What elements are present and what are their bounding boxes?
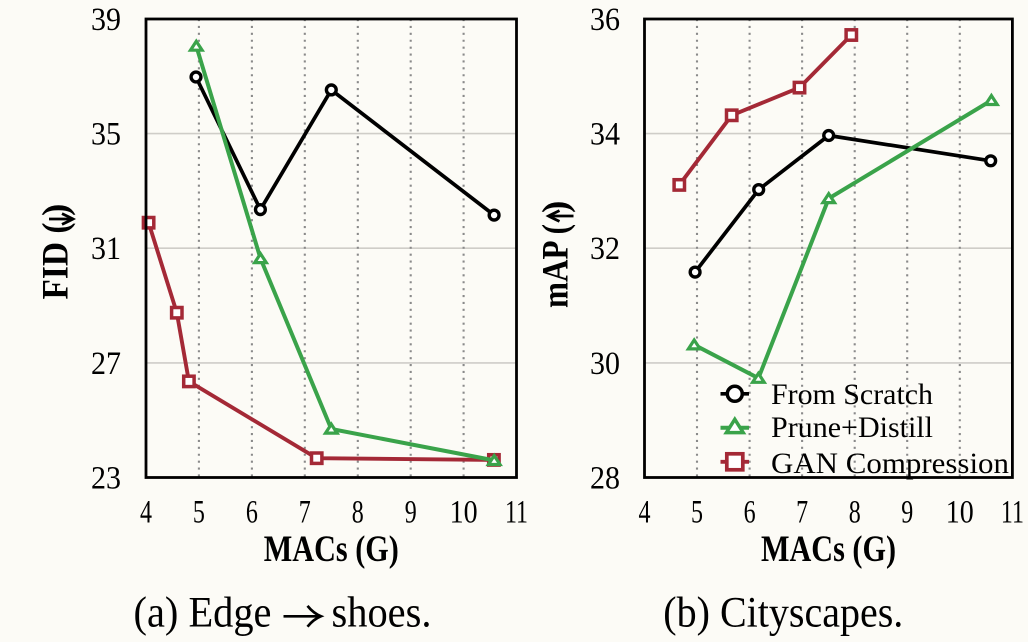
svg-text:GAN Compression: GAN Compression	[771, 447, 1009, 480]
svg-text:32: 32	[590, 231, 620, 267]
svg-text:From Scratch: From Scratch	[771, 378, 933, 411]
svg-text:(a) Edge: (a) Edge	[134, 590, 272, 637]
svg-text:8: 8	[352, 494, 364, 530]
svg-text:28: 28	[590, 460, 620, 496]
svg-text:39: 39	[91, 2, 121, 38]
svg-text:FID (: FID (	[36, 223, 77, 300]
svg-text:shoes.: shoes.	[332, 590, 432, 637]
svg-text:11: 11	[505, 494, 528, 530]
svg-text:23: 23	[91, 460, 121, 496]
svg-text:10: 10	[450, 494, 478, 530]
svg-text:27: 27	[91, 346, 121, 382]
svg-text:6: 6	[744, 494, 756, 530]
svg-text:9: 9	[405, 494, 417, 530]
svg-text:10: 10	[946, 494, 974, 530]
svg-text:): )	[36, 204, 77, 216]
svg-text:5: 5	[691, 494, 703, 530]
svg-text:5: 5	[193, 494, 205, 530]
svg-text:8: 8	[849, 494, 861, 530]
svg-text:MACs (G): MACs (G)	[264, 529, 399, 570]
svg-text:(b) Cityscapes.: (b) Cityscapes.	[663, 590, 903, 637]
svg-text:): )	[536, 201, 577, 213]
svg-text:7: 7	[299, 494, 311, 530]
svg-text:4: 4	[140, 494, 152, 530]
svg-text:4: 4	[639, 494, 651, 530]
svg-text:36: 36	[590, 2, 620, 38]
svg-text:7: 7	[796, 494, 808, 530]
svg-text:31: 31	[91, 231, 121, 267]
svg-text:30: 30	[590, 346, 620, 382]
svg-text:34: 34	[590, 117, 620, 153]
svg-text:11: 11	[1001, 494, 1024, 530]
svg-text:9: 9	[901, 494, 913, 530]
svg-text:35: 35	[91, 117, 121, 153]
svg-text:MACs (G): MACs (G)	[761, 529, 896, 570]
svg-text:Prune+Distill: Prune+Distill	[771, 411, 933, 444]
svg-text:mAP (: mAP (	[536, 224, 577, 308]
svg-text:6: 6	[246, 494, 258, 530]
